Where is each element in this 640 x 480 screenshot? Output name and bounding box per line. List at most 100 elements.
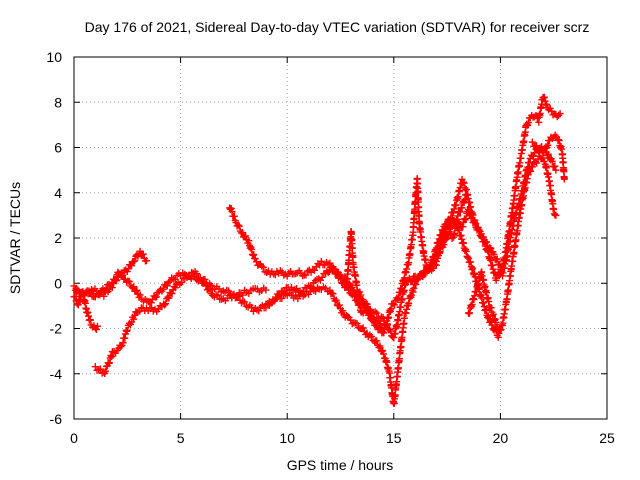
data-point <box>339 307 347 315</box>
data-point <box>124 265 132 273</box>
data-point <box>214 291 222 299</box>
data-point <box>331 297 339 305</box>
data-point <box>248 303 256 311</box>
data-point <box>527 167 535 175</box>
data-point <box>454 212 462 220</box>
data-point <box>386 326 394 333</box>
data-point <box>168 290 176 298</box>
data-point <box>484 314 492 322</box>
data-point <box>312 287 320 295</box>
data-point <box>438 234 446 242</box>
data-point <box>544 150 552 158</box>
data-point <box>177 279 185 287</box>
data-point <box>459 197 467 205</box>
data-point <box>533 142 541 150</box>
data-point <box>556 110 564 118</box>
data-point <box>108 353 116 361</box>
series-track-f <box>262 263 391 334</box>
data-point <box>259 263 267 271</box>
data-point <box>96 291 104 299</box>
data-point <box>207 281 215 289</box>
data-point <box>487 304 495 312</box>
data-point <box>335 301 343 309</box>
data-point <box>131 257 139 265</box>
data-point <box>171 284 179 292</box>
data-point <box>460 179 468 187</box>
data-point <box>376 342 384 350</box>
data-point <box>302 271 310 279</box>
data-point <box>248 245 256 253</box>
data-point <box>488 321 496 329</box>
data-point <box>238 299 246 307</box>
data-point <box>533 159 541 167</box>
data-point <box>462 247 470 255</box>
data-point <box>356 288 364 296</box>
data-point <box>468 266 476 274</box>
data-point <box>380 350 388 358</box>
data-point <box>456 208 464 216</box>
data-point <box>162 300 170 308</box>
data-point <box>462 191 470 199</box>
data-point <box>119 271 127 279</box>
data-point <box>310 266 318 274</box>
y-tick-label: 8 <box>54 94 62 110</box>
data-point <box>329 263 337 271</box>
data-point <box>332 296 340 304</box>
data-point <box>299 288 307 296</box>
data-point <box>70 282 78 290</box>
data-point <box>165 294 173 302</box>
data-point <box>475 226 483 234</box>
data-point <box>548 157 556 165</box>
data-point <box>239 291 247 299</box>
data-point <box>93 290 101 298</box>
data-point <box>420 271 428 279</box>
x-tick-label: 0 <box>70 430 78 446</box>
y-tick-label: 0 <box>54 275 62 291</box>
data-point <box>540 93 548 101</box>
data-point <box>407 278 415 286</box>
data-point <box>496 261 504 269</box>
data-point <box>335 273 343 281</box>
data-point <box>528 138 536 146</box>
data-point <box>363 300 371 308</box>
data-point <box>165 278 173 286</box>
data-point <box>71 293 79 301</box>
x-tick-label: 15 <box>386 430 402 446</box>
data-point <box>458 204 466 212</box>
data-point <box>428 260 436 268</box>
data-point <box>459 178 467 186</box>
data-point <box>246 244 254 252</box>
data-point <box>130 283 138 291</box>
data-point <box>373 309 381 317</box>
data-point <box>250 251 258 259</box>
data-point <box>490 250 498 258</box>
data-point <box>408 277 416 285</box>
data-point <box>294 295 302 303</box>
data-point <box>85 287 93 295</box>
y-axis-label: SDTVAR / TECUs <box>7 182 23 294</box>
data-point <box>87 288 95 296</box>
data-point <box>464 253 472 261</box>
data-point <box>100 286 108 294</box>
data-point <box>412 280 420 288</box>
data-point <box>317 257 325 265</box>
data-point <box>234 292 242 300</box>
data-point <box>406 292 414 300</box>
data-point <box>494 327 502 335</box>
data-point <box>366 305 374 313</box>
data-point <box>239 297 247 305</box>
x-axis-label: GPS time / hours <box>287 457 394 473</box>
data-point <box>357 291 365 299</box>
data-point <box>543 100 551 108</box>
data-point <box>262 286 270 294</box>
data-point <box>110 275 118 283</box>
data-point <box>136 291 144 299</box>
y-tick-label: 2 <box>54 230 62 246</box>
data-point <box>139 250 147 258</box>
data-point <box>379 313 387 321</box>
x-tick-label: 20 <box>493 430 509 446</box>
data-point <box>231 294 239 302</box>
data-point <box>467 258 475 266</box>
